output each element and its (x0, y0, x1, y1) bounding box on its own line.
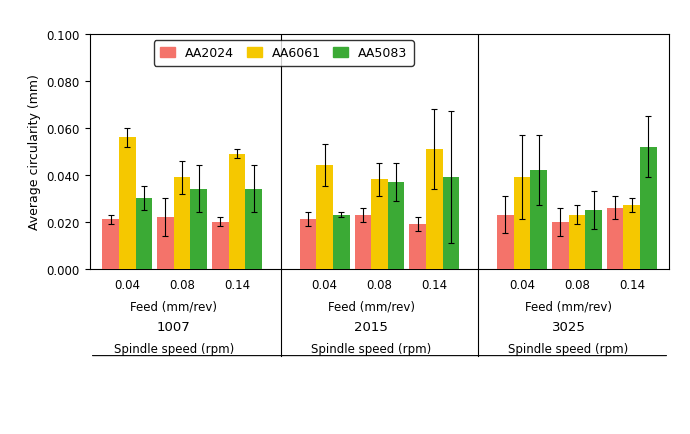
Text: 3025: 3025 (551, 321, 586, 334)
Bar (333, 215, 350, 269)
Text: Spindle speed (rpm): Spindle speed (rpm) (114, 342, 234, 355)
Bar (607, 208, 624, 269)
Text: Feed (mm/rev): Feed (mm/rev) (328, 299, 415, 312)
Text: Feed (mm/rev): Feed (mm/rev) (525, 299, 612, 312)
Legend: AA2024, AA6061, AA5083: AA2024, AA6061, AA5083 (154, 41, 414, 66)
Bar (316, 166, 333, 269)
Bar (246, 189, 262, 269)
Bar (640, 147, 657, 269)
Text: 2015: 2015 (354, 321, 388, 334)
Text: 1007: 1007 (157, 321, 190, 334)
Bar (212, 222, 229, 269)
Bar (371, 180, 388, 269)
Bar (552, 222, 569, 269)
Bar (409, 224, 426, 269)
Bar (174, 178, 190, 269)
Bar (229, 154, 246, 269)
Bar (299, 220, 316, 269)
Y-axis label: Average circularity (mm): Average circularity (mm) (28, 74, 41, 230)
Bar (443, 178, 460, 269)
Bar (569, 215, 585, 269)
Bar (119, 138, 135, 269)
Bar (135, 199, 152, 269)
Bar (355, 215, 371, 269)
Bar (388, 182, 404, 269)
Bar (585, 210, 602, 269)
Bar (157, 217, 174, 269)
Bar (624, 206, 640, 269)
Text: Spindle speed (rpm): Spindle speed (rpm) (509, 342, 629, 355)
Bar (190, 189, 207, 269)
Bar (513, 178, 530, 269)
Bar (102, 220, 119, 269)
Text: Feed (mm/rev): Feed (mm/rev) (130, 299, 217, 312)
Bar (530, 171, 547, 269)
Bar (497, 215, 513, 269)
Text: Spindle speed (rpm): Spindle speed (rpm) (311, 342, 431, 355)
Bar (426, 150, 443, 269)
